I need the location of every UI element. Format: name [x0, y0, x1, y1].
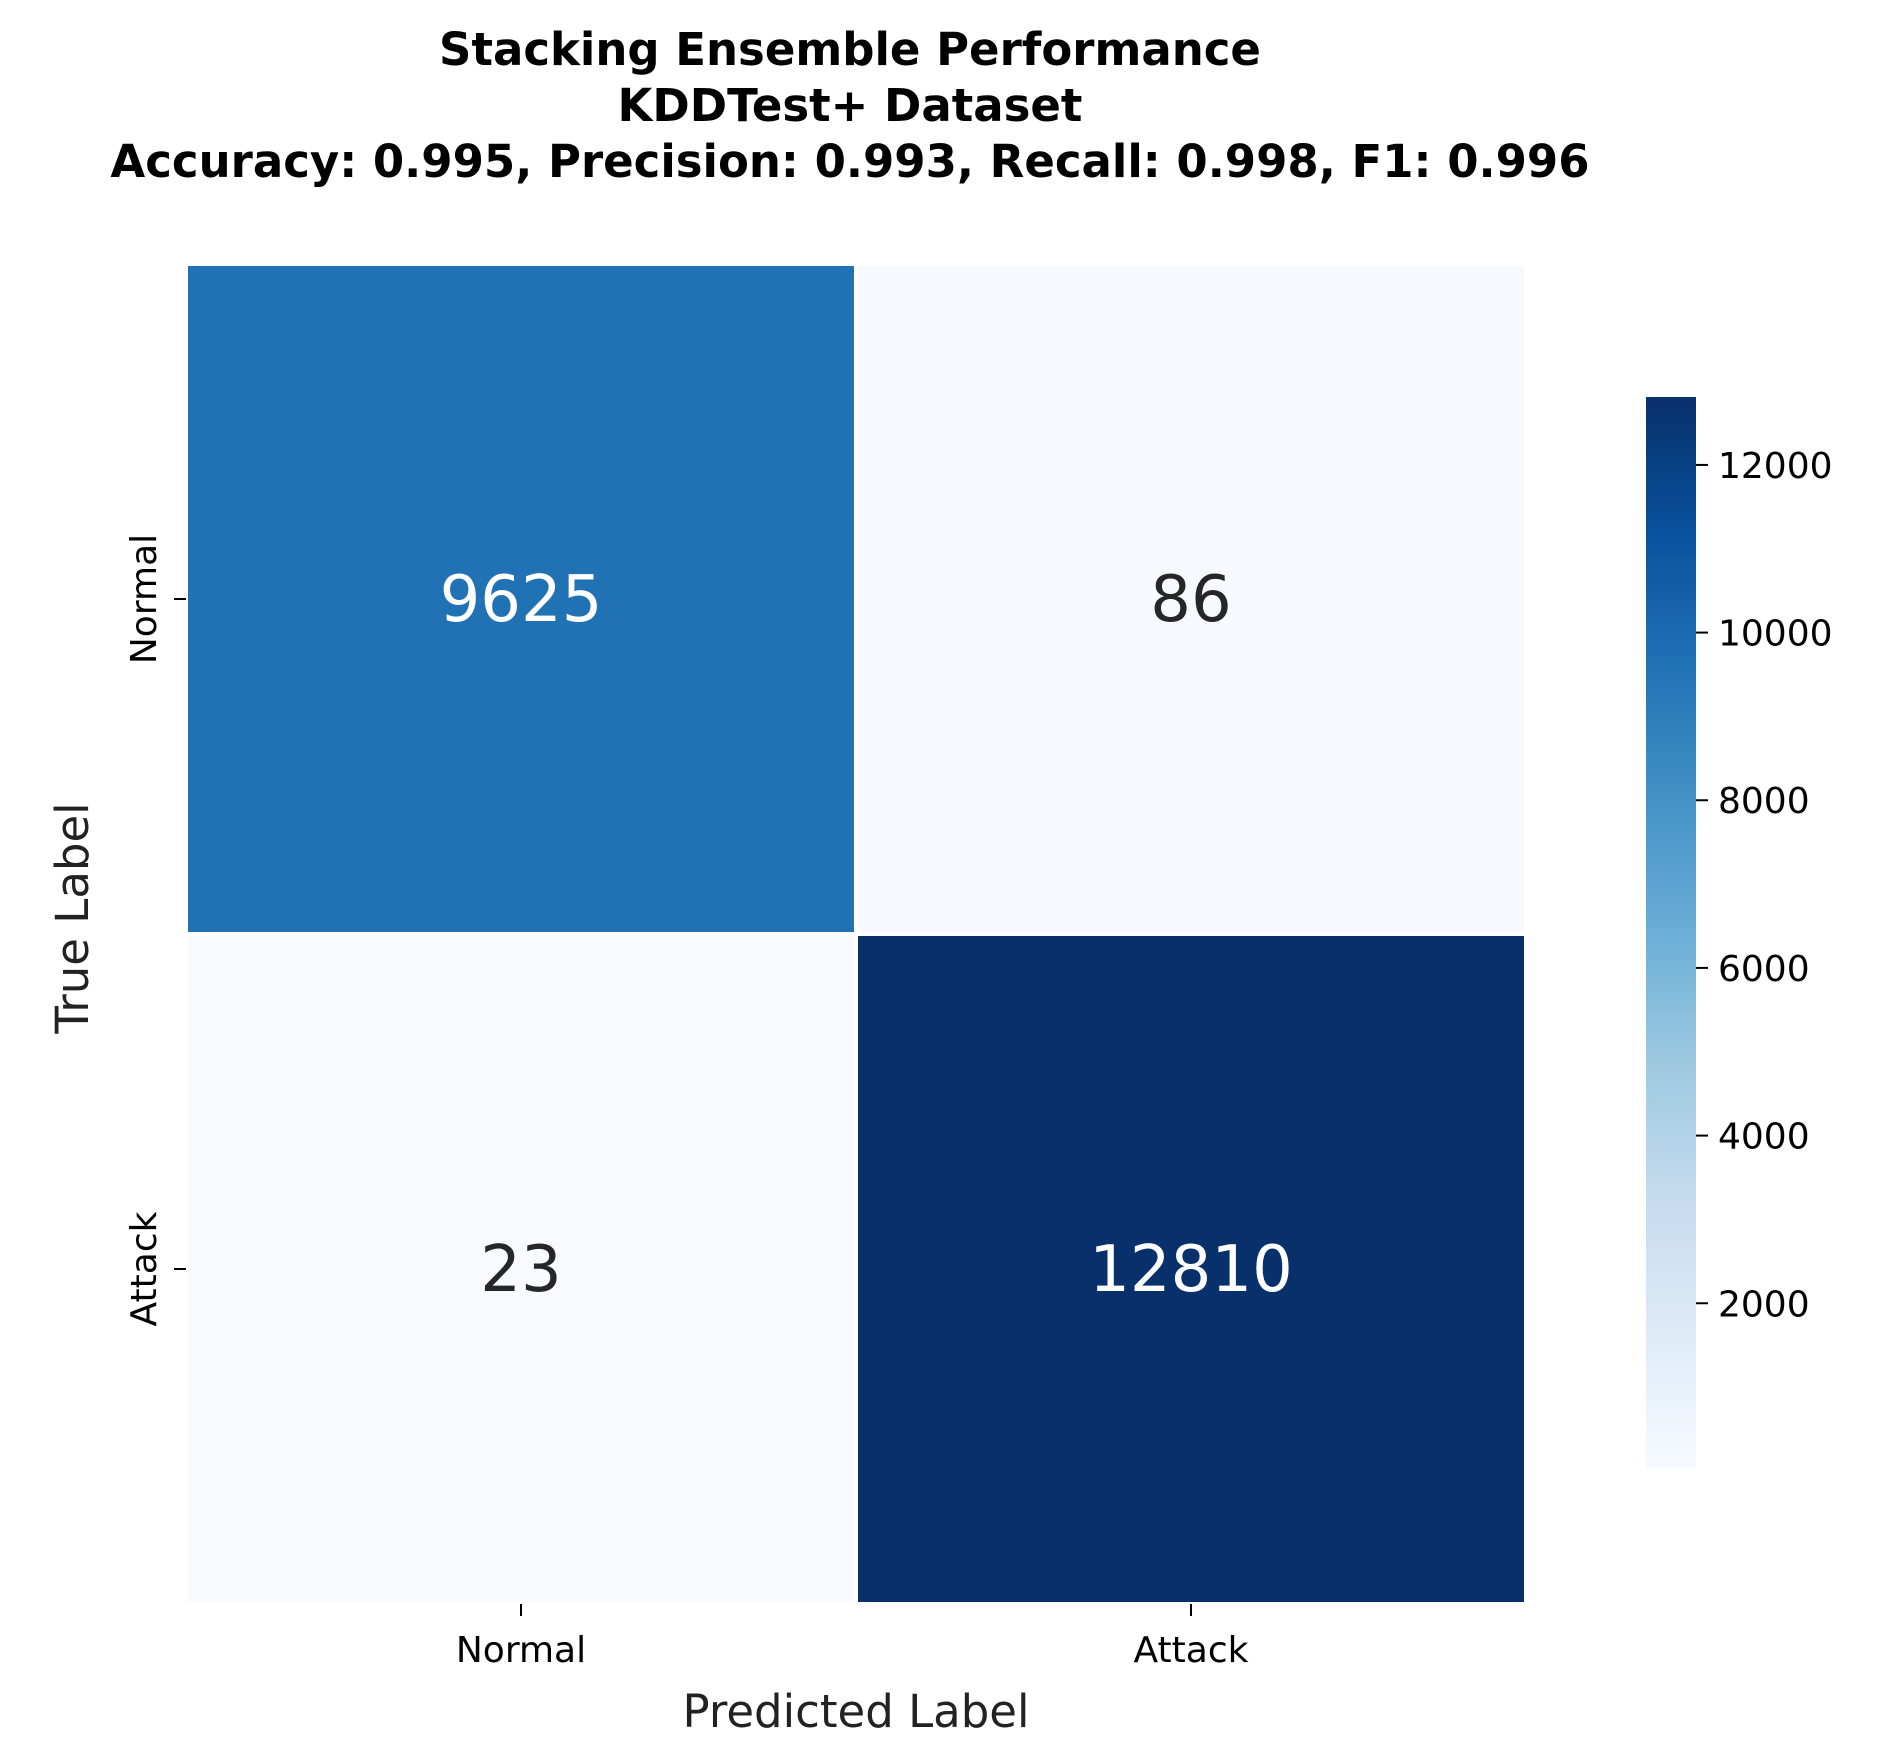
chart-title-line-2: KDDTest+ Dataset [617, 79, 1083, 132]
y-axis: Normal Attack [124, 534, 186, 1326]
colorbar-tick-label: 10000 [1718, 614, 1833, 655]
colorbar: 2000 4000 6000 8000 10000 12000 [1646, 397, 1833, 1469]
y-axis-label: True Label [46, 802, 99, 1034]
colorbar-tick-label: 4000 [1718, 1117, 1810, 1158]
colorbar-tick-label: 8000 [1718, 781, 1810, 822]
x-tick-label: Normal [456, 1630, 586, 1671]
x-tick-label: Attack [1134, 1630, 1249, 1671]
colorbar-tick-label: 12000 [1718, 446, 1833, 487]
y-tick-label: Normal [124, 534, 165, 664]
x-axis-label: Predicted Label [683, 1685, 1030, 1738]
heatmap-cell-labels: 9625 86 23 12810 [440, 563, 1293, 1307]
colorbar-tick-label: 2000 [1718, 1284, 1810, 1325]
cell-value-label: 86 [1150, 563, 1231, 637]
colorbar-gradient [1646, 397, 1696, 1469]
chart-title-line-3: Accuracy: 0.995, Precision: 0.993, Recal… [110, 135, 1590, 188]
chart-title: Stacking Ensemble Performance KDDTest+ D… [0, 22, 1700, 190]
cell-value-label: 12810 [1089, 1233, 1293, 1307]
colorbar-tick-label: 6000 [1718, 949, 1810, 990]
y-tick-label: Attack [124, 1211, 165, 1326]
x-axis: Normal Attack [456, 1604, 1249, 1671]
cell-value-label: 23 [480, 1233, 561, 1307]
cell-value-label: 9625 [440, 563, 603, 637]
chart-title-line-1: Stacking Ensemble Performance [439, 23, 1261, 76]
heatmap-cells [184, 262, 1528, 1606]
